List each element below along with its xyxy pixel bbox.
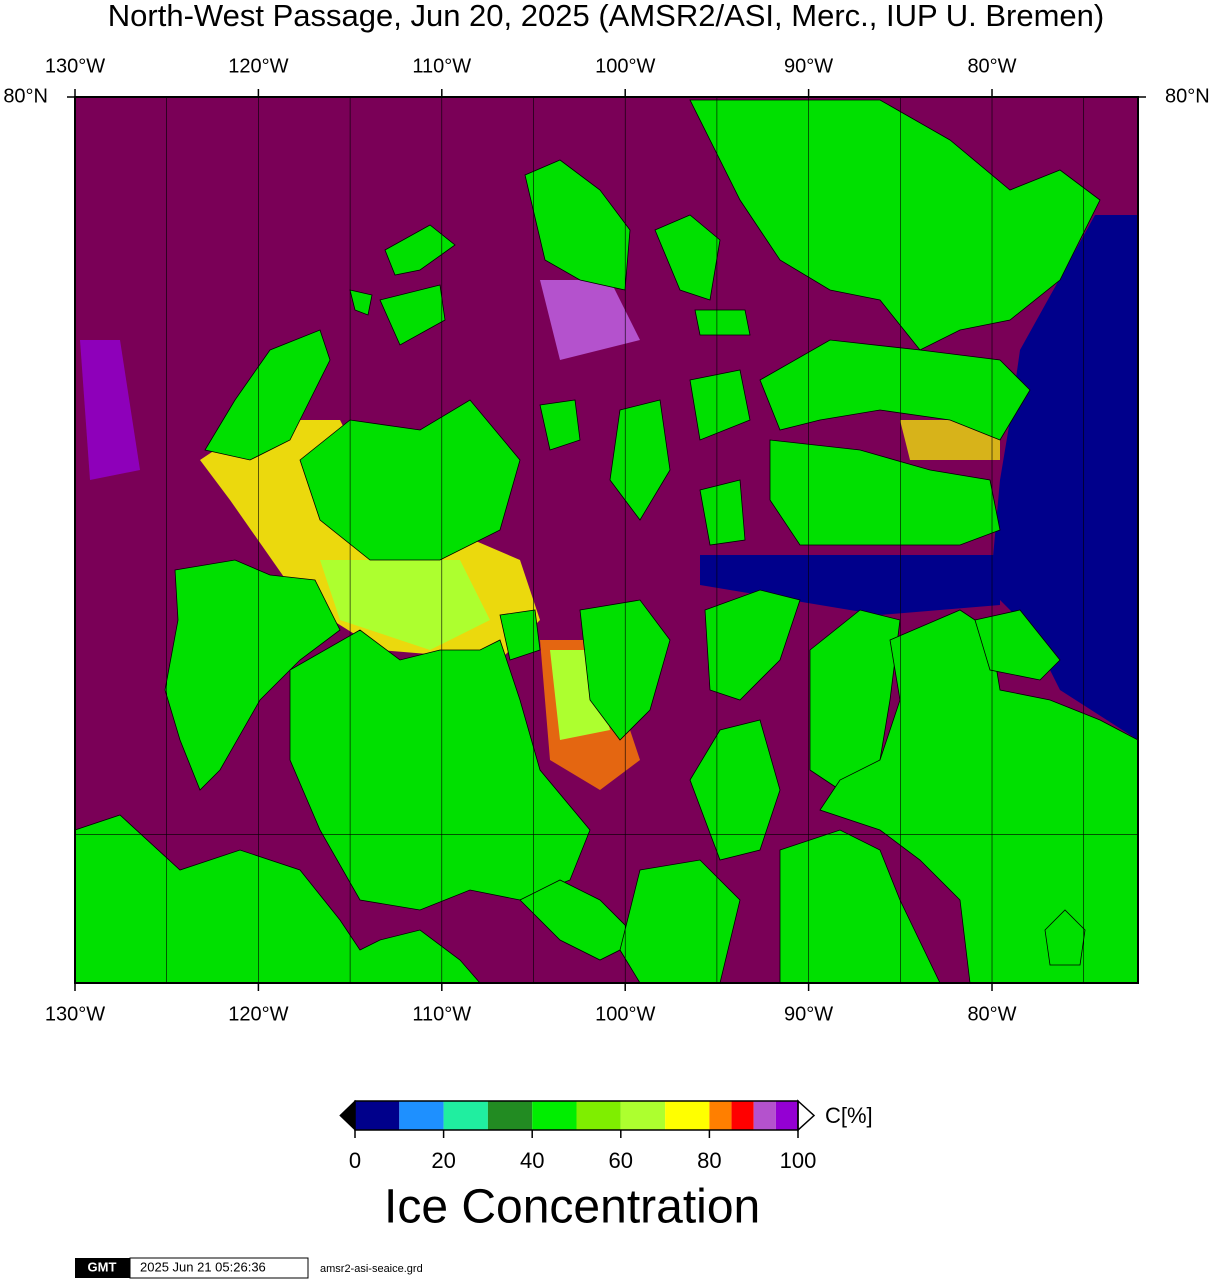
colorbar-arrow-low	[339, 1099, 356, 1132]
land	[349, 289, 373, 316]
map-frame	[74, 96, 1139, 984]
land	[769, 439, 1001, 546]
land	[299, 399, 521, 561]
lon-label-bottom: 100°W	[595, 1003, 655, 1025]
colorbar-tick-label: 100	[780, 1148, 817, 1173]
lon-label-top: 80°W	[967, 55, 1016, 77]
land	[654, 214, 721, 301]
colorbar: Ice Concentration C[%] 0 20 40 60 80 100	[339, 1099, 873, 1234]
filename: amsr2-asi-seaice.grd	[320, 1263, 423, 1275]
lon-label-top: 130°W	[45, 55, 105, 77]
colorbar-segment	[576, 1101, 621, 1130]
land	[689, 369, 751, 441]
land	[694, 309, 751, 336]
colorbar-tick-label: 60	[609, 1148, 633, 1173]
land	[689, 719, 781, 861]
land	[289, 629, 591, 911]
land	[539, 399, 581, 451]
logo-box	[75, 1258, 130, 1278]
land	[759, 339, 1031, 441]
lon-label-bottom: 90°W	[784, 1003, 833, 1025]
colorbar-arrow-high	[797, 1099, 816, 1132]
logo: GMT	[88, 1259, 117, 1274]
colorbar-segment	[487, 1101, 533, 1130]
land	[699, 479, 746, 546]
land	[974, 609, 1061, 681]
lon-label-top: 110°W	[412, 55, 471, 77]
colorbar-frame	[354, 1100, 799, 1131]
land	[204, 329, 331, 461]
map	[74, 97, 1139, 984]
colorbar-segment	[731, 1101, 754, 1130]
colorbar-segment	[399, 1101, 444, 1130]
land	[164, 559, 341, 791]
land	[704, 589, 801, 701]
land	[499, 609, 541, 661]
colorbar-tick-label: 40	[520, 1148, 544, 1173]
colorbar-segment	[775, 1101, 798, 1130]
open-water	[700, 555, 1000, 615]
lon-label-top: 100°W	[595, 55, 655, 77]
colorbar-segment	[620, 1101, 666, 1130]
colorbar-tick-label: 0	[349, 1148, 361, 1173]
land	[809, 609, 901, 791]
lon-label-bottom: 110°W	[412, 1003, 471, 1025]
lon-label-bottom: 80°W	[967, 1003, 1016, 1025]
colorbar-segment	[753, 1101, 776, 1130]
lon-label-top: 90°W	[784, 55, 833, 77]
lat-label-left: 80°N	[3, 85, 48, 107]
land	[384, 224, 456, 276]
title: North-West Passage, Jun 20, 2025 (AMSR2/…	[108, 0, 1104, 33]
land	[524, 159, 631, 291]
colorbar-unit: C[%]	[825, 1103, 873, 1128]
colorbar-segment	[443, 1101, 488, 1130]
colorbar-tick-label: 20	[431, 1148, 455, 1173]
ice-band	[540, 280, 640, 360]
land	[689, 99, 1101, 351]
timestamp: 2025 Jun 21 05:26:36	[140, 1259, 266, 1274]
timestamp-box	[129, 1257, 309, 1279]
colorbar-tick-label: 80	[697, 1148, 721, 1173]
ice-band	[320, 560, 490, 650]
land	[379, 284, 446, 346]
lon-label-bottom: 120°W	[228, 1003, 288, 1025]
open-water	[990, 215, 1138, 740]
footer: GMT 2025 Jun 21 05:26:36 amsr2-asi-seaic…	[75, 1257, 423, 1279]
colorbar-segment	[355, 1101, 400, 1130]
land	[1044, 909, 1086, 966]
colorbar-segment	[665, 1101, 710, 1130]
lat-label-right: 80°N	[1165, 85, 1210, 107]
ice-band	[80, 340, 140, 480]
lon-label-bottom: 130°W	[45, 1003, 105, 1025]
colorbar-segment	[709, 1101, 732, 1130]
colorbar-title: Ice Concentration	[384, 1181, 760, 1234]
lon-label-top: 120°W	[228, 55, 288, 77]
colorbar-segment	[532, 1101, 577, 1130]
